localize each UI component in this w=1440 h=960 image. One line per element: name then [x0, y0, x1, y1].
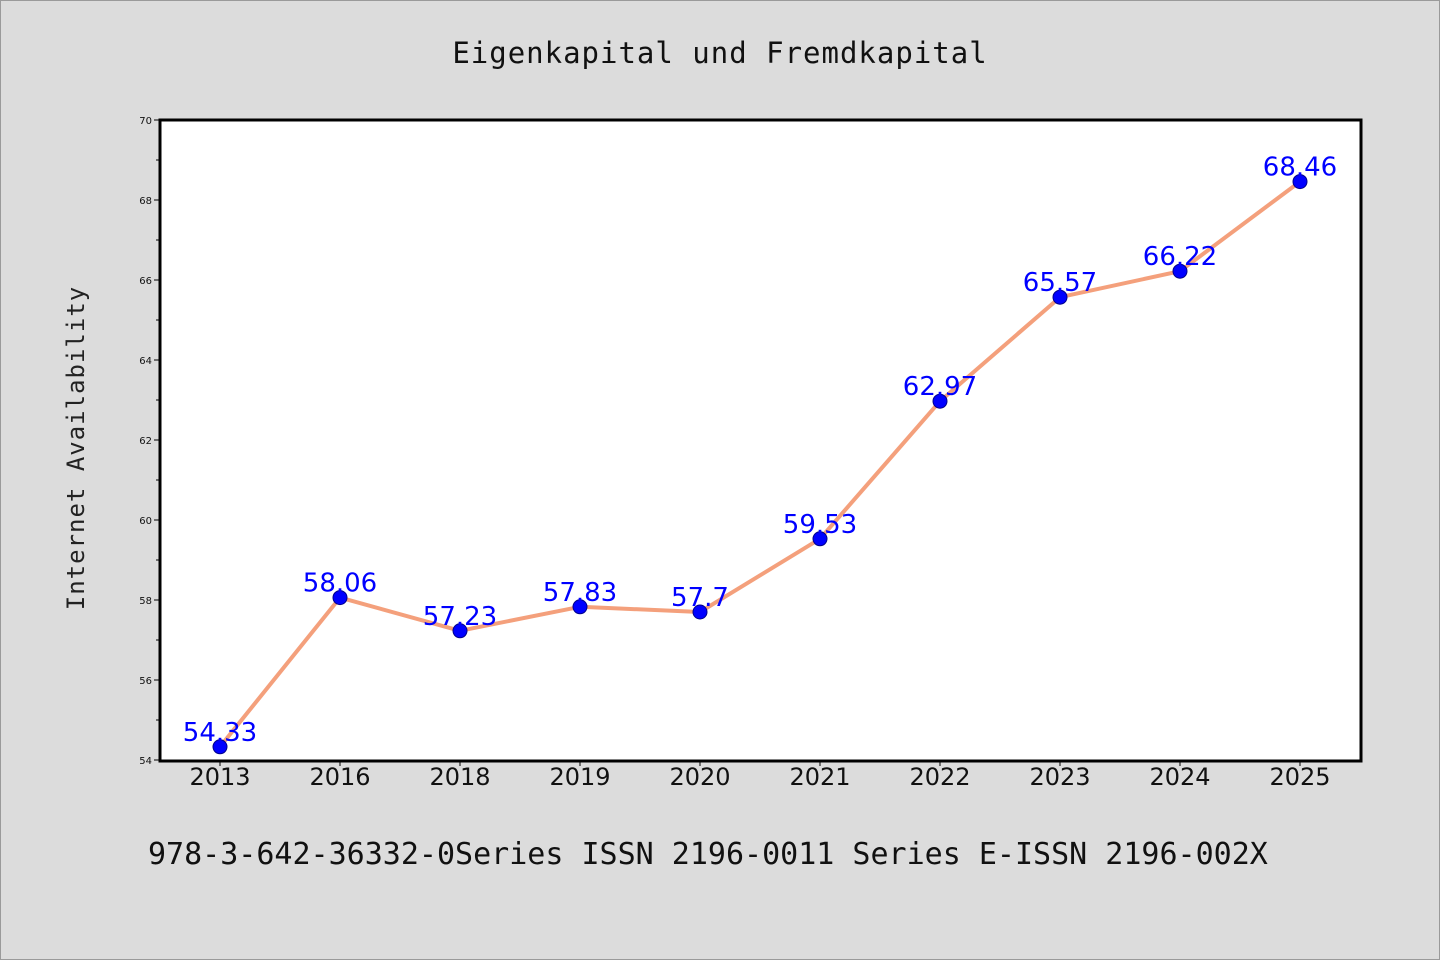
- x-tick-label: 2024: [1149, 763, 1210, 791]
- data-label: 58.06: [303, 569, 377, 599]
- y-axis: 54 56 58 60 62 64 66 68 70: [139, 116, 160, 767]
- data-labels: 54.33 58.06 57.23 57.83 57.7 59.53 62.97 65.57 6…: [183, 153, 1337, 748]
- y-tick-label: 54: [139, 756, 152, 767]
- y-tick-label: 58: [139, 596, 152, 607]
- x-tick-label: 2019: [549, 763, 610, 791]
- y-axis-label: Internet Availability: [62, 286, 90, 610]
- data-label: 57.7: [671, 583, 729, 613]
- data-point-marker: [1052, 289, 1068, 305]
- y-tick-label: 56: [139, 676, 152, 687]
- data-points: [212, 174, 1308, 755]
- data-point-marker: [1292, 174, 1308, 190]
- footer-isbn-issn: 978-3-642-36332-0Series ISSN 2196-0011 S…: [148, 837, 1268, 872]
- data-label: 59.53: [783, 510, 857, 540]
- x-tick-label: 2025: [1269, 763, 1330, 791]
- data-point-marker: [1172, 263, 1188, 279]
- x-tick-label: 2013: [189, 763, 250, 791]
- y-tick-label: 64: [139, 356, 152, 367]
- y-tick-label: 70: [139, 116, 152, 127]
- chart-title: Eigenkapital und Fremdkapital: [452, 36, 987, 70]
- x-tick-label: 2022: [909, 763, 970, 791]
- data-label: 57.23: [423, 602, 497, 632]
- plot-area: [158, 118, 1363, 763]
- x-tick-label: 2020: [669, 763, 730, 791]
- data-point-marker: [572, 599, 588, 615]
- data-point-marker: [452, 623, 468, 639]
- x-tick-label: 2016: [309, 763, 370, 791]
- data-point-marker: [932, 393, 948, 409]
- data-label: 68.46: [1263, 153, 1337, 183]
- y-tick-label: 60: [139, 516, 152, 527]
- data-point-marker: [692, 604, 708, 620]
- x-tick-label: 2023: [1029, 763, 1090, 791]
- data-point-marker: [212, 739, 228, 755]
- data-label: 54.33: [183, 718, 257, 748]
- y-tick-label: 68: [139, 196, 152, 207]
- x-tick-label: 2018: [429, 763, 490, 791]
- data-label: 57.83: [543, 578, 617, 608]
- y-tick-label: 62: [139, 436, 152, 447]
- x-axis: 2013 2016 2018 2019 2020 2021 2022 2023 2024 2025: [189, 760, 1331, 791]
- data-label: 66.22: [1143, 242, 1217, 272]
- y-tick-label: 66: [139, 276, 152, 287]
- data-label: 65.57: [1023, 268, 1097, 298]
- data-point-marker: [812, 531, 828, 547]
- data-point-marker: [332, 590, 348, 606]
- x-tick-label: 2021: [789, 763, 850, 791]
- data-label: 62.97: [903, 372, 977, 402]
- series-line: [218, 179, 1302, 749]
